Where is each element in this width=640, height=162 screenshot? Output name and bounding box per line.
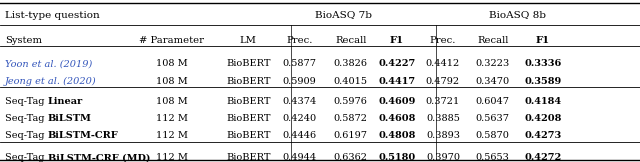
Text: 112 M: 112 M bbox=[156, 153, 188, 162]
Text: LM: LM bbox=[240, 36, 257, 46]
Text: 0.3470: 0.3470 bbox=[476, 77, 510, 86]
Text: 0.6362: 0.6362 bbox=[333, 153, 368, 162]
Text: 0.6197: 0.6197 bbox=[333, 131, 368, 140]
Text: 0.3885: 0.3885 bbox=[426, 114, 460, 123]
Text: F1: F1 bbox=[390, 36, 404, 46]
Text: BioASQ 7b: BioASQ 7b bbox=[315, 11, 372, 20]
Text: 0.4446: 0.4446 bbox=[282, 131, 317, 140]
Text: Jeong et al. (2020): Jeong et al. (2020) bbox=[5, 77, 97, 86]
Text: Linear: Linear bbox=[48, 97, 83, 106]
Text: 0.3893: 0.3893 bbox=[426, 131, 460, 140]
Text: BioBERT: BioBERT bbox=[226, 114, 271, 123]
Text: BioBERT: BioBERT bbox=[226, 77, 271, 86]
Text: Seq-Tag: Seq-Tag bbox=[5, 153, 48, 162]
Text: 0.5909: 0.5909 bbox=[283, 77, 316, 86]
Text: BioBERT: BioBERT bbox=[226, 131, 271, 140]
Text: BioBERT: BioBERT bbox=[226, 97, 271, 106]
Text: 112 M: 112 M bbox=[156, 114, 188, 123]
Text: 0.3589: 0.3589 bbox=[524, 77, 561, 86]
Text: BiLSTM-CRF (MD): BiLSTM-CRF (MD) bbox=[48, 153, 150, 162]
Text: 0.4374: 0.4374 bbox=[282, 97, 317, 106]
Text: System: System bbox=[5, 36, 42, 46]
Text: 108 M: 108 M bbox=[156, 77, 188, 86]
Text: Yoon et al. (2019): Yoon et al. (2019) bbox=[5, 59, 92, 68]
Text: 0.5877: 0.5877 bbox=[282, 59, 317, 68]
Text: 108 M: 108 M bbox=[156, 59, 188, 68]
Text: 0.4184: 0.4184 bbox=[524, 97, 561, 106]
Text: 0.3336: 0.3336 bbox=[524, 59, 561, 68]
Text: 0.5180: 0.5180 bbox=[378, 153, 415, 162]
Text: Prec.: Prec. bbox=[429, 36, 456, 46]
Text: 0.4208: 0.4208 bbox=[524, 114, 561, 123]
Text: 0.3970: 0.3970 bbox=[426, 153, 460, 162]
Text: F1: F1 bbox=[536, 36, 550, 46]
Text: 0.5653: 0.5653 bbox=[476, 153, 509, 162]
Text: 0.5976: 0.5976 bbox=[334, 97, 367, 106]
Text: Seq-Tag: Seq-Tag bbox=[5, 131, 48, 140]
Text: 0.4944: 0.4944 bbox=[282, 153, 317, 162]
Text: BiLSTM: BiLSTM bbox=[48, 114, 92, 123]
Text: 0.4015: 0.4015 bbox=[333, 77, 368, 86]
Text: BioBERT: BioBERT bbox=[226, 59, 271, 68]
Text: 0.4792: 0.4792 bbox=[426, 77, 460, 86]
Text: Prec.: Prec. bbox=[286, 36, 313, 46]
Text: 0.4272: 0.4272 bbox=[524, 153, 561, 162]
Text: List-type question: List-type question bbox=[5, 11, 100, 20]
Text: 0.3223: 0.3223 bbox=[476, 59, 510, 68]
Text: Recall: Recall bbox=[335, 36, 367, 46]
Text: 0.4609: 0.4609 bbox=[378, 97, 415, 106]
Text: Seq-Tag: Seq-Tag bbox=[5, 97, 48, 106]
Text: # Parameter: # Parameter bbox=[139, 36, 204, 46]
Text: BioASQ 8b: BioASQ 8b bbox=[489, 11, 547, 20]
Text: 0.3721: 0.3721 bbox=[426, 97, 460, 106]
Text: Seq-Tag: Seq-Tag bbox=[5, 114, 48, 123]
Text: Recall: Recall bbox=[477, 36, 509, 46]
Text: 0.4608: 0.4608 bbox=[378, 114, 415, 123]
Text: 108 M: 108 M bbox=[156, 97, 188, 106]
Text: BiLSTM-CRF: BiLSTM-CRF bbox=[48, 131, 118, 140]
Text: 0.4273: 0.4273 bbox=[524, 131, 561, 140]
Text: 0.4808: 0.4808 bbox=[378, 131, 415, 140]
Text: 0.5872: 0.5872 bbox=[333, 114, 368, 123]
Text: BioBERT: BioBERT bbox=[226, 153, 271, 162]
Text: 0.4227: 0.4227 bbox=[378, 59, 415, 68]
Text: 0.5870: 0.5870 bbox=[476, 131, 509, 140]
Text: 0.4412: 0.4412 bbox=[426, 59, 460, 68]
Text: 0.3826: 0.3826 bbox=[333, 59, 368, 68]
Text: 0.4240: 0.4240 bbox=[282, 114, 317, 123]
Text: 112 M: 112 M bbox=[156, 131, 188, 140]
Text: 0.5637: 0.5637 bbox=[476, 114, 510, 123]
Text: 0.4417: 0.4417 bbox=[378, 77, 415, 86]
Text: 0.6047: 0.6047 bbox=[476, 97, 510, 106]
